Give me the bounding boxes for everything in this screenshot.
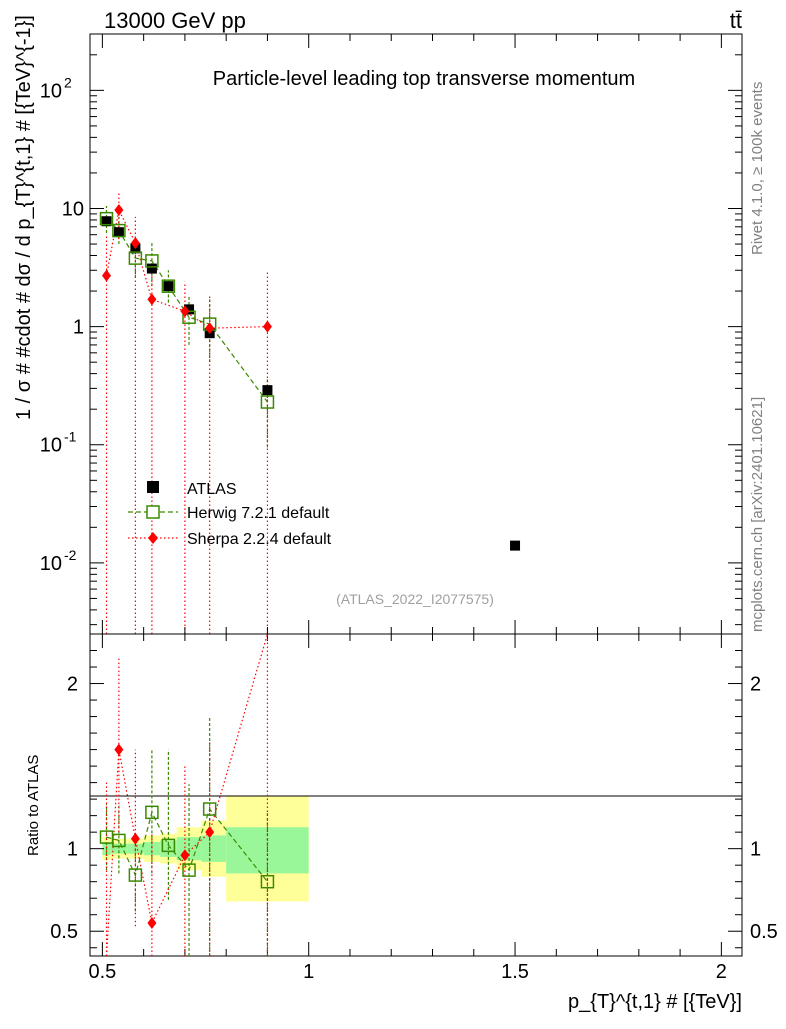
atlas-point: [510, 540, 521, 551]
analysis-id-label: (ATLAS_2022_I2077575): [336, 591, 494, 607]
header-process-label: tt̄: [730, 8, 742, 33]
main-y-tick-label: 10: [40, 435, 62, 457]
chart-title: Particle-level leading top transverse mo…: [213, 68, 635, 90]
sherpa-point: [147, 293, 157, 306]
mcplots-label: mcplots.cern.ch [arXiv:2401.10621]: [749, 397, 766, 632]
header-energy-label: 13000 GeV pp: [104, 8, 246, 33]
sherpa-ratio-point: [114, 743, 124, 756]
main-y-tick-label: 10: [62, 198, 84, 220]
x-tick-label: 1: [303, 961, 314, 983]
herwig-point: [145, 254, 159, 268]
sherpa-point: [180, 305, 190, 318]
sherpa-point: [130, 237, 140, 250]
ratio-axis-ticks: 0.5 1 1.5 2 0.5 0.5 1 1 2 2: [50, 634, 778, 983]
atlas-point: [146, 263, 157, 274]
sherpa-ratio-point: [180, 849, 190, 862]
legend-atlas-label: ATLAS: [187, 481, 237, 498]
ratio-y-tick-label-right: 1: [750, 839, 761, 861]
ratio-y-tick-label: 1: [67, 839, 78, 861]
ratio-y-axis-label: Ratio to ATLAS: [25, 755, 42, 856]
ratio-marks: [99, 633, 275, 957]
atlas-point: [113, 227, 124, 238]
herwig-ratio-point: [260, 874, 275, 889]
herwig-point: [99, 211, 114, 226]
legend-herwig-label: Herwig 7.2.1 default: [187, 505, 330, 522]
sherpa-ratio-point: [205, 826, 215, 839]
main-y-tick-label: 1: [73, 317, 84, 339]
band-inner-bin: [110, 843, 128, 854]
main-y-tick-label: 10: [40, 80, 62, 102]
herwig-ratio-point: [161, 838, 176, 853]
main-marks: [99, 191, 521, 634]
herwig-ratio-point: [112, 833, 126, 848]
herwig-ratio-point: [202, 802, 217, 816]
x-axis-label: p_{T}^{t,1} # [{TeV}]: [568, 991, 742, 1013]
herwig-point: [112, 223, 126, 238]
herwig-line: [106, 218, 268, 403]
x-tick-label: 2: [716, 961, 727, 983]
sherpa-point: [102, 269, 112, 282]
main-y-tick-exponent: 2: [64, 74, 72, 90]
x-tick-label: 0.5: [88, 961, 116, 983]
sherpa-point: [114, 204, 124, 217]
herwig-point: [260, 395, 275, 409]
x-tick-label: 1.5: [501, 961, 529, 983]
band-inner-bin: [201, 835, 227, 862]
ratio-frame: [89, 633, 743, 957]
legend-sherpa-label: Sherpa 2.2.4 default: [187, 531, 332, 548]
legend: ATLAS Herwig 7.2.1 default Sherpa 2.2.4 …: [128, 481, 332, 548]
main-y-tick-exponent: -1: [64, 429, 77, 445]
rivet-version-label: Rivet 4.1.0, ≥ 100k events: [749, 82, 766, 255]
atlas-point: [184, 304, 195, 315]
atlas-point: [163, 281, 174, 292]
atlas-point: [101, 216, 112, 227]
herwig-point: [161, 279, 176, 293]
ratio-y-tick-label-right: 2: [750, 674, 761, 696]
main-y-tick-label: 10: [40, 553, 62, 575]
herwig-point: [128, 251, 143, 265]
legend-herwig-marker: [146, 505, 160, 519]
atlas-point: [262, 385, 273, 396]
legend-atlas-marker: [147, 481, 159, 493]
main-y-axis-label: 1 / σ # #cdot # dσ / d p_{T}^{t,1} # [{T…: [13, 15, 35, 420]
sherpa-ratio-point: [130, 832, 140, 845]
ratio-y-tick-label: 0.5: [50, 921, 78, 943]
main-y-tick-exponent: -2: [64, 547, 77, 563]
herwig-ratio-point: [182, 863, 196, 877]
ratio-y-tick-label-right: 0.5: [750, 921, 778, 943]
sherpa-point: [205, 322, 215, 335]
band-inner-bin: [143, 842, 161, 856]
sherpa-point: [262, 320, 272, 333]
ratio-panel: 0.5 1 1.5 2 0.5 0.5 1 1 2 2 Ratio to ATLAS: [25, 633, 778, 983]
ratio-y-tick-label: 2: [67, 674, 78, 696]
herwig-ratio-point: [145, 805, 159, 820]
legend-sherpa-marker: [148, 532, 158, 544]
herwig-ratio-point: [128, 868, 143, 882]
sherpa-ratio-point: [147, 916, 157, 929]
